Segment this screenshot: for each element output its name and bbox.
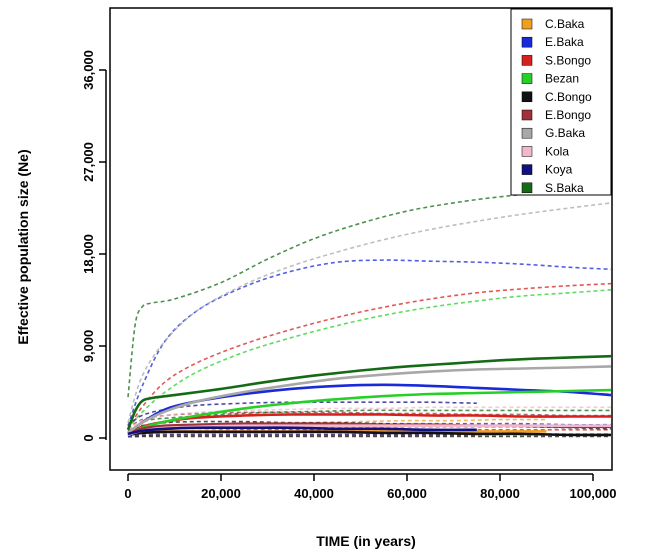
legend-swatch [521, 55, 533, 66]
legend-swatch [521, 18, 533, 30]
series-s-baka-median [126, 354, 611, 431]
legend-label: S.Baka [545, 181, 584, 195]
legend-label: S.Bongo [545, 53, 591, 67]
legend-swatch [521, 91, 533, 103]
legend-label: G.Baka [545, 126, 585, 140]
legend-swatch [521, 109, 533, 121]
legend-label: E.Baka [545, 35, 584, 49]
x-tick-label: 40,000 [294, 486, 334, 501]
legend-label: Kola [545, 144, 569, 158]
x-ticks: 0 20,000 40,000 60,000 80,000 100,000 [124, 474, 617, 501]
x-tick-label: 0 [124, 486, 131, 501]
legend-items: C.Baka E.Baka S.Bongo Bezan C.Bongo E.Bongo G.… [521, 17, 592, 195]
series-c-baka-lower [128, 434, 547, 437]
series-koya-upper [127, 401, 477, 427]
series-s-baka-lower [127, 409, 611, 436]
x-tick-label: 20,000 [201, 486, 241, 501]
series-e-baka-median [127, 383, 611, 434]
y-ticks: 0 9,000 18,000 27,000 36,000 [81, 50, 106, 442]
series-bezan-upper [127, 289, 611, 430]
legend-swatch [521, 73, 533, 84]
legend-swatch [521, 182, 533, 194]
series-kola-upper [127, 406, 611, 431]
series-e-bongo-upper [127, 411, 611, 430]
y-tick-label: 18,000 [81, 234, 96, 274]
series-bezan-median [127, 388, 611, 436]
x-tick-label: 100,000 [570, 486, 617, 501]
series-c-bongo-median [127, 430, 611, 437]
legend-label: C.Baka [545, 17, 585, 31]
x-tick-label: 60,000 [387, 486, 427, 501]
y-axis-title: Effective population size (Ne) [15, 149, 31, 344]
series-layer [126, 188, 611, 438]
series-koya-lower [127, 434, 477, 438]
series-c-bongo-lower [127, 435, 611, 438]
legend-label: Koya [545, 163, 573, 177]
x-axis-title: TIME (in years) [316, 533, 416, 549]
series-s-baka-upper [127, 188, 611, 398]
legend-label: C.Bongo [545, 90, 592, 104]
legend: C.Baka E.Baka S.Bongo Bezan C.Bongo E.Bongo G.… [510, 8, 612, 196]
legend-swatch [521, 164, 533, 175]
legend-swatch [521, 146, 533, 157]
series-koya-median [127, 426, 477, 436]
series-e-baka-upper [127, 259, 611, 426]
y-tick-label: 36,000 [81, 50, 96, 90]
y-tick-label: 0 [81, 434, 96, 441]
y-tick-label: 9,000 [81, 330, 96, 363]
series-g-baka-median [127, 365, 611, 434]
x-tick-label: 80,000 [480, 486, 520, 501]
legend-swatch [521, 36, 533, 48]
legend-label: Bezan [545, 72, 579, 86]
plot-frame [109, 7, 613, 471]
legend-swatch [521, 127, 533, 139]
y-tick-label: 27,000 [81, 142, 96, 182]
series-clip [126, 188, 611, 438]
legend-label: E.Bongo [545, 108, 591, 122]
series-g-baka-upper [127, 202, 611, 423]
